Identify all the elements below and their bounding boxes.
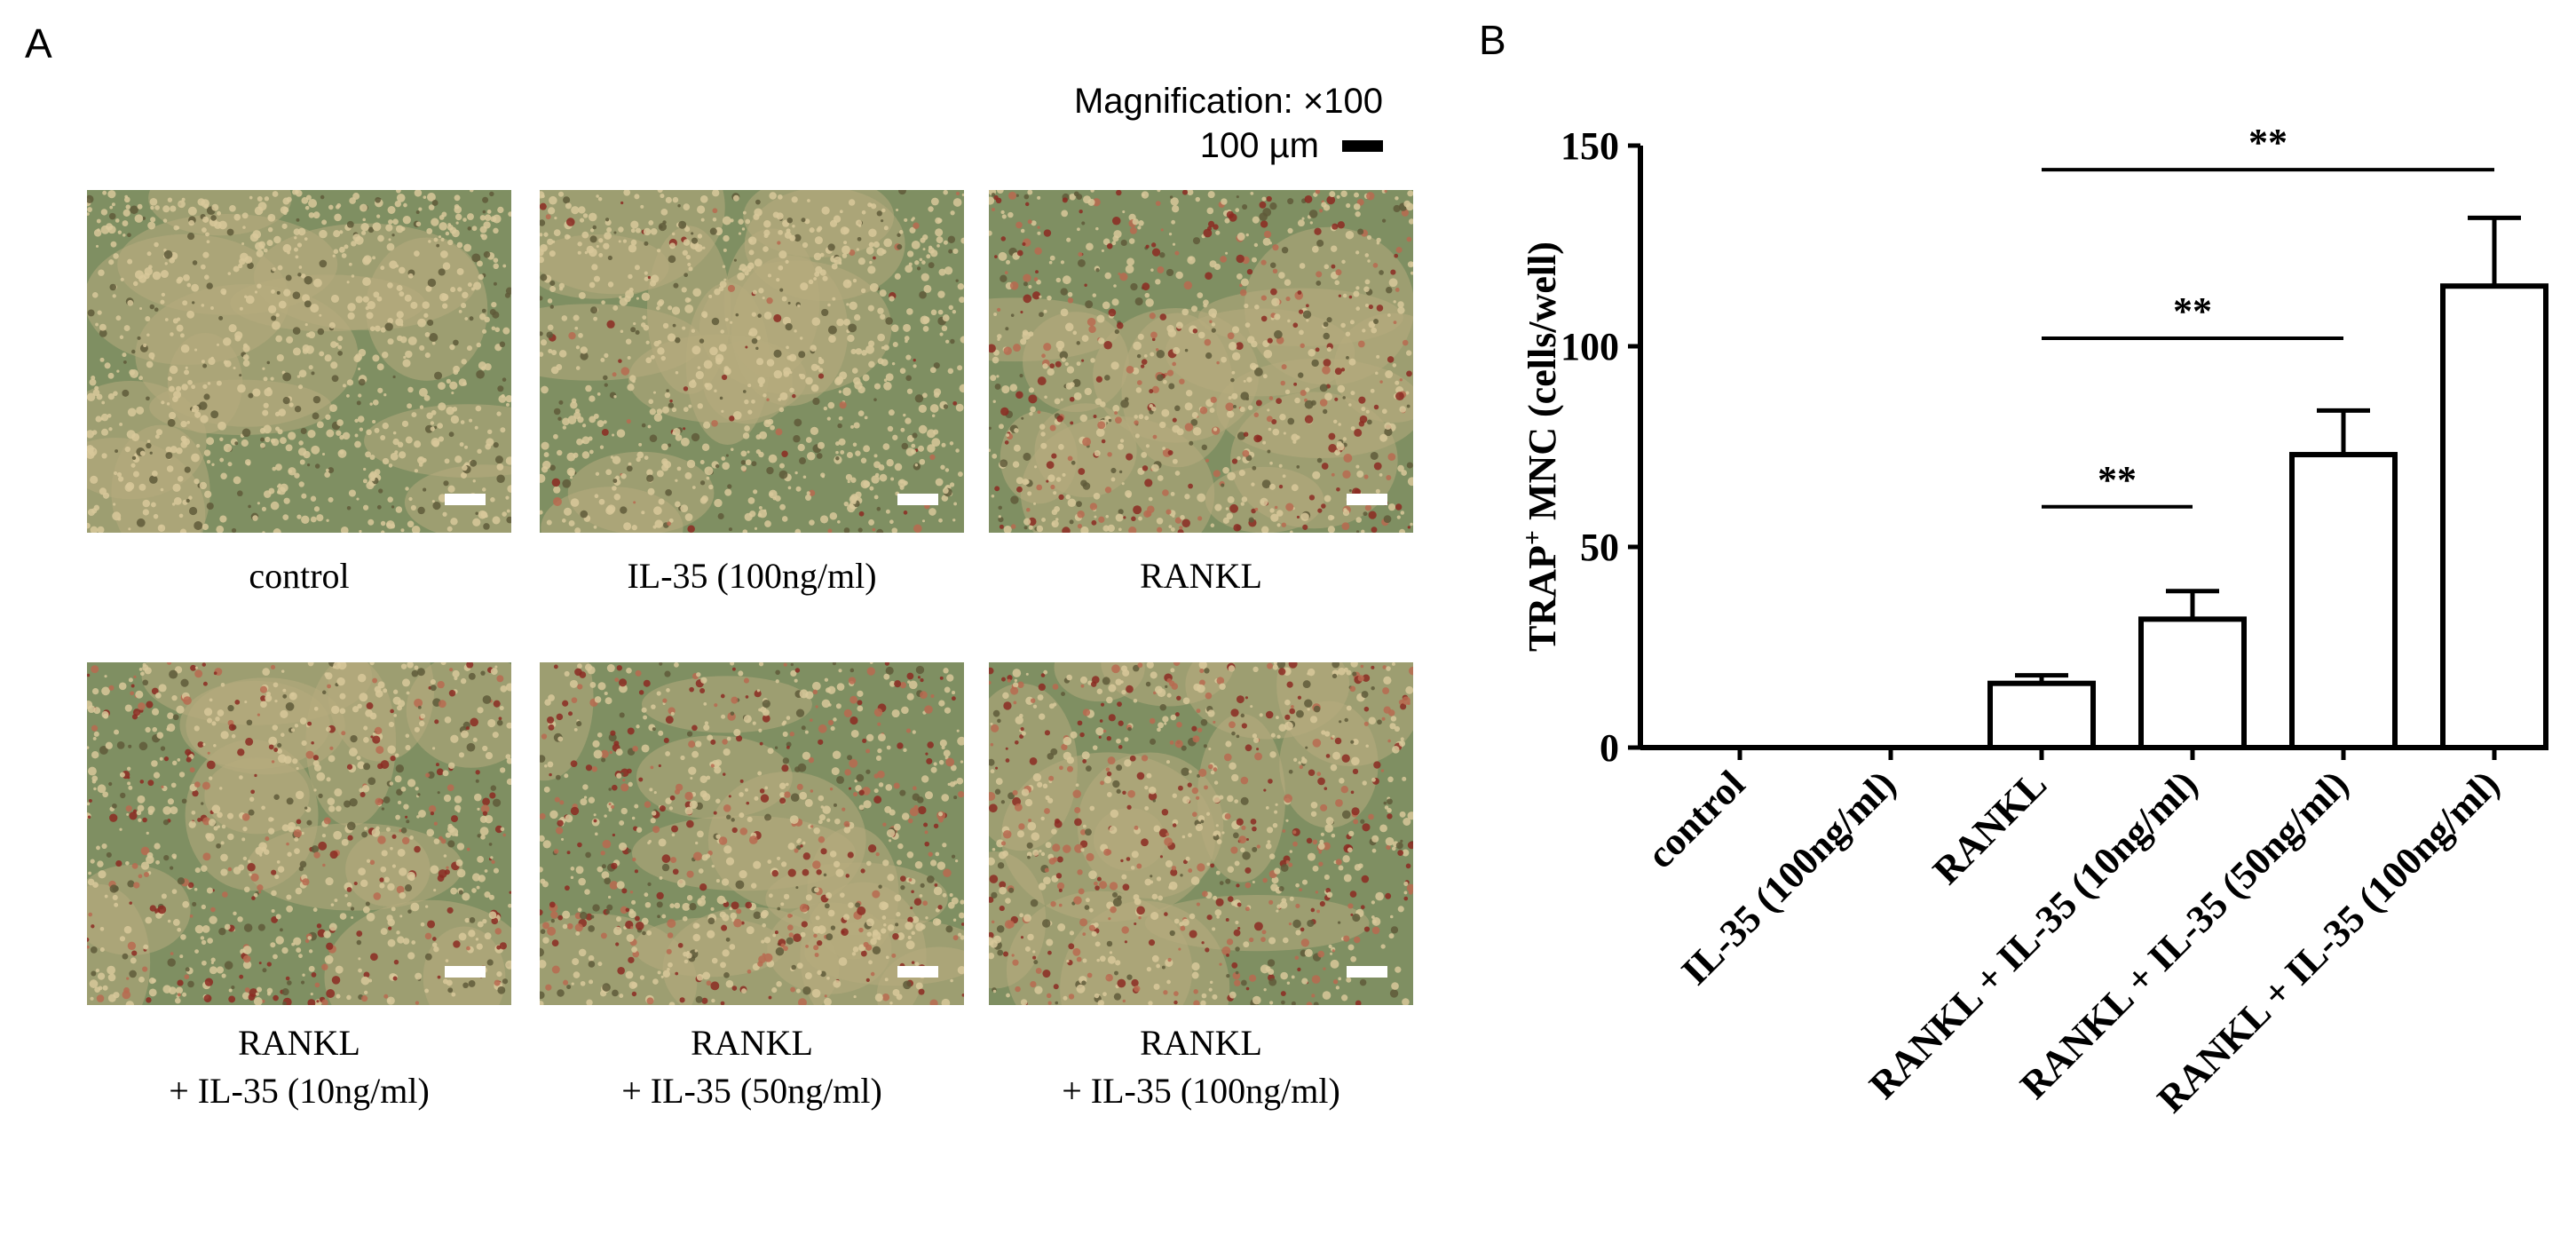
magnification-label: Magnification: ×100 <box>1073 82 1383 121</box>
micrograph-scale-bar <box>1347 966 1387 978</box>
scale-bar-icon <box>1342 140 1383 152</box>
micrograph-scale-bar <box>445 966 486 978</box>
significance-label: ** <box>2173 289 2212 333</box>
bar <box>2138 616 2247 750</box>
significance-label: ** <box>2248 121 2288 164</box>
x-tick-label: RANKL <box>1924 762 2055 892</box>
caption-il35-100: IL-35 (100ng/ml) <box>627 556 877 596</box>
significance-label: ** <box>2098 458 2137 502</box>
micrograph-scale-bar <box>897 494 938 505</box>
y-tick-label: 100 <box>1561 325 1619 368</box>
scale-bar-legend: 100 µm <box>1200 126 1383 166</box>
y-tick-label: 50 <box>1580 526 1619 569</box>
y-axis-label: TRAP+ MNC (cells/well) <box>1518 241 1564 652</box>
x-tick-label: control <box>1639 762 1753 876</box>
panel-a-label: A <box>25 20 52 67</box>
bar <box>1987 680 2096 750</box>
micrograph-scale-bar <box>897 966 938 978</box>
micrograph-il35-100 <box>540 190 964 533</box>
bar <box>2289 452 2398 750</box>
micrograph-scale-bar <box>1347 494 1387 505</box>
micrograph-rankl-il35-50 <box>540 662 964 1005</box>
panel-b-label: B <box>1479 17 1506 63</box>
micrograph-rankl <box>989 190 1413 533</box>
caption-rankl-il35-100: RANKL + IL-35 (100ng/ml) <box>1062 1023 1340 1111</box>
y-tick-label: 0 <box>1600 726 1619 770</box>
caption-rankl-il35-50: RANKL + IL-35 (50ng/ml) <box>621 1023 882 1111</box>
micrograph-rankl-il35-10 <box>87 662 511 1005</box>
micrograph-rankl-il35-100 <box>989 662 1413 1005</box>
bar <box>2440 283 2548 750</box>
scale-bar-label: 100 µm <box>1199 126 1319 165</box>
micrograph-control <box>87 190 511 533</box>
caption-rankl: RANKL <box>1140 556 1262 596</box>
y-tick-label: 150 <box>1561 124 1619 168</box>
caption-control: control <box>249 556 350 596</box>
caption-rankl-il35-10: RANKL + IL-35 (10ng/ml) <box>169 1023 430 1111</box>
micrograph-scale-bar <box>445 494 486 505</box>
